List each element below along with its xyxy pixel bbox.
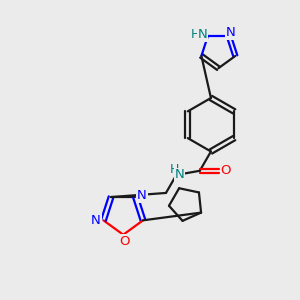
Text: N: N	[91, 214, 101, 227]
Text: O: O	[220, 164, 231, 177]
Text: N: N	[226, 26, 235, 39]
Text: O: O	[119, 235, 130, 248]
Text: N: N	[175, 168, 185, 182]
Text: H: H	[191, 28, 200, 41]
Text: N: N	[137, 189, 147, 202]
Text: H: H	[169, 163, 179, 176]
Text: N: N	[198, 28, 207, 41]
